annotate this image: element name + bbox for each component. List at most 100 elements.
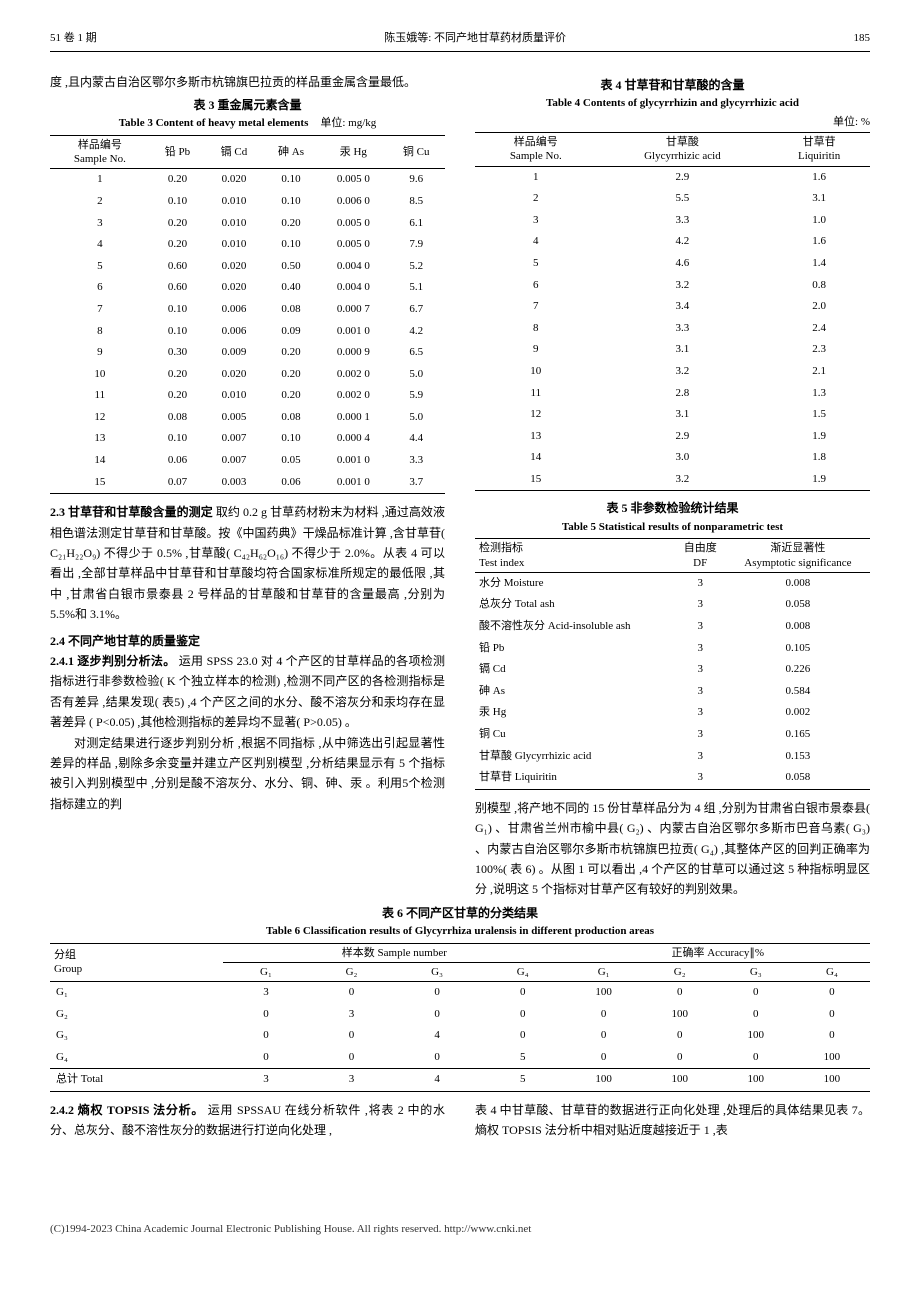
page-footer: (C)1994-2023 China Academic Journal Elec… [50,1221,870,1239]
table-row: 63.20.8 [475,275,870,297]
table-header: 样品编号Sample No. [475,132,597,166]
table-cell: 0.20 [150,213,206,235]
table-row: 30.200.0100.200.005 06.1 [50,213,445,235]
table-cell: 0 [794,1025,870,1047]
table-row: 10.200.0200.100.005 09.6 [50,169,445,191]
table-header: 甘草苷Liquiritin [768,132,870,166]
table4-title-cn: 表 4 甘草苷和甘草酸的含量 [475,76,870,95]
table-cell: 9 [475,339,597,361]
t6-group-en: Group [54,962,219,976]
table-cell: 铜 Cu [475,724,675,746]
table-cell: 3 [675,594,726,616]
table-cell: 0.020 [205,364,263,386]
table-cell: 0.226 [726,659,870,681]
table-cell: 5 [50,256,150,278]
table-row: 60.600.0200.400.004 05.1 [50,277,445,299]
table-cell: 0 [223,1004,309,1026]
table-cell: 3 [675,724,726,746]
table-cell: 0.005 [205,407,263,429]
table-cell: 1.6 [768,166,870,188]
table-cell: 0.009 [205,342,263,364]
table-header: 汞 Hg [319,135,387,169]
table-cell: 7.9 [387,234,445,256]
table-cell: 3 [675,767,726,789]
table-cell: 14 [50,450,150,472]
table6: 分组 Group 样本数 Sample number 正确率 Accuracy∥… [50,943,870,1093]
table-cell: 100 [642,1069,718,1092]
table-row: 130.100.0070.100.000 44.4 [50,428,445,450]
table3-title-en: Table 3 Content of heavy metal elements [119,115,309,133]
table-cell: 0.001 0 [319,321,387,343]
table-cell: 6 [50,277,150,299]
table-header: 自由度DF [675,539,726,573]
table-cell: 汞 Hg [475,702,675,724]
table-cell: 1.6 [768,231,870,253]
table-cell: 0.09 [263,321,320,343]
table-row: 70.100.0060.080.000 76.7 [50,299,445,321]
table-cell: 0 [566,1047,642,1069]
table-cell: 3 [675,616,726,638]
table-row: 132.91.9 [475,426,870,448]
table-cell: 100 [794,1047,870,1069]
table-cell: 3.2 [597,469,769,491]
table-cell: 0 [642,1025,718,1047]
table-header: 样品编号Sample No. [50,135,150,169]
table-cell: 5.5 [597,188,769,210]
table-cell: 0.20 [263,342,320,364]
table-cell: 0 [642,982,718,1004]
table-cell: 5.9 [387,385,445,407]
section-2-4-1: 2.4.1 逐步判别分析法。 运用 SPSS 23.0 对 4 个产区的甘草样品… [50,651,445,733]
table-row: 镉 Cd30.226 [475,659,870,681]
table-cell: 2.9 [597,166,769,188]
sec241-text2: 对测定结果进行逐步判别分析 ,根据不同指标 ,从中筛选出引起显著性差异的样品 ,… [50,733,445,815]
table-cell: 0.07 [150,472,206,494]
table-header: 甘草酸Glycyrrhizic acid [597,132,769,166]
table-cell: 0.06 [150,450,206,472]
table-cell: 6 [475,275,597,297]
table-subheader: G₃ [394,962,480,981]
table-row: 120.080.0050.080.000 15.0 [50,407,445,429]
table-cell: 2.0 [768,296,870,318]
table-cell: 0 [794,1004,870,1026]
table5-title-en: Table 5 Statistical results of nonparame… [475,519,870,537]
table4: 样品编号Sample No.甘草酸Glycyrrhizic acid甘草苷Liq… [475,132,870,492]
sec24-title: 2.4 不同产地甘草的质量鉴定 [50,631,445,651]
table-cell: 0.002 0 [319,385,387,407]
table-cell: 13 [475,426,597,448]
table-header: 铜 Cu [387,135,445,169]
table-row: 73.42.0 [475,296,870,318]
table-cell: 0.058 [726,594,870,616]
table-cell: 6.1 [387,213,445,235]
table-cell: 0.003 [205,472,263,494]
table-cell: 0.007 [205,450,263,472]
table-cell: 9.6 [387,169,445,191]
table-cell: 0 [309,1025,395,1047]
table-cell: 3 [675,746,726,768]
table-row: 153.21.9 [475,469,870,491]
table-cell: 2.8 [597,383,769,405]
table-cell: 0.000 1 [319,407,387,429]
table-cell: 100 [718,1025,794,1047]
table-cell: 5.1 [387,277,445,299]
table-cell: 0.008 [726,572,870,594]
table-cell: 100 [566,982,642,1004]
table-cell: 3.0 [597,447,769,469]
table-cell: 0 [394,1004,480,1026]
table-cell: 3.3 [597,318,769,340]
table-cell: 0.010 [205,191,263,213]
table-cell: 0.10 [263,234,320,256]
t6-group-cn: 分组 [54,948,219,962]
table-cell: 0.40 [263,277,320,299]
table-cell: 酸不溶性灰分 Acid-insoluble ash [475,616,675,638]
table-row: 93.12.3 [475,339,870,361]
section-2-3: 2.3 甘草苷和甘草酸含量的测定 取约 0.2 g 甘草药材粉末为材料 ,通过高… [50,502,445,624]
table-cell: 5.2 [387,256,445,278]
table-header: 渐近显著性Asymptotic significance [726,539,870,573]
table-cell: 0.20 [150,385,206,407]
intro-para: 度 ,且内蒙古自治区鄂尔多斯市杭锦旗巴拉贡的样品重金属含量最低。 [50,72,445,92]
table4-title-en: Table 4 Contents of glycyrrhizin and gly… [475,95,870,113]
table-row: 水分 Moisture30.008 [475,572,870,594]
table-cell: G₃ [50,1025,223,1047]
table-cell: 0.08 [150,407,206,429]
table-cell: 3.4 [597,296,769,318]
